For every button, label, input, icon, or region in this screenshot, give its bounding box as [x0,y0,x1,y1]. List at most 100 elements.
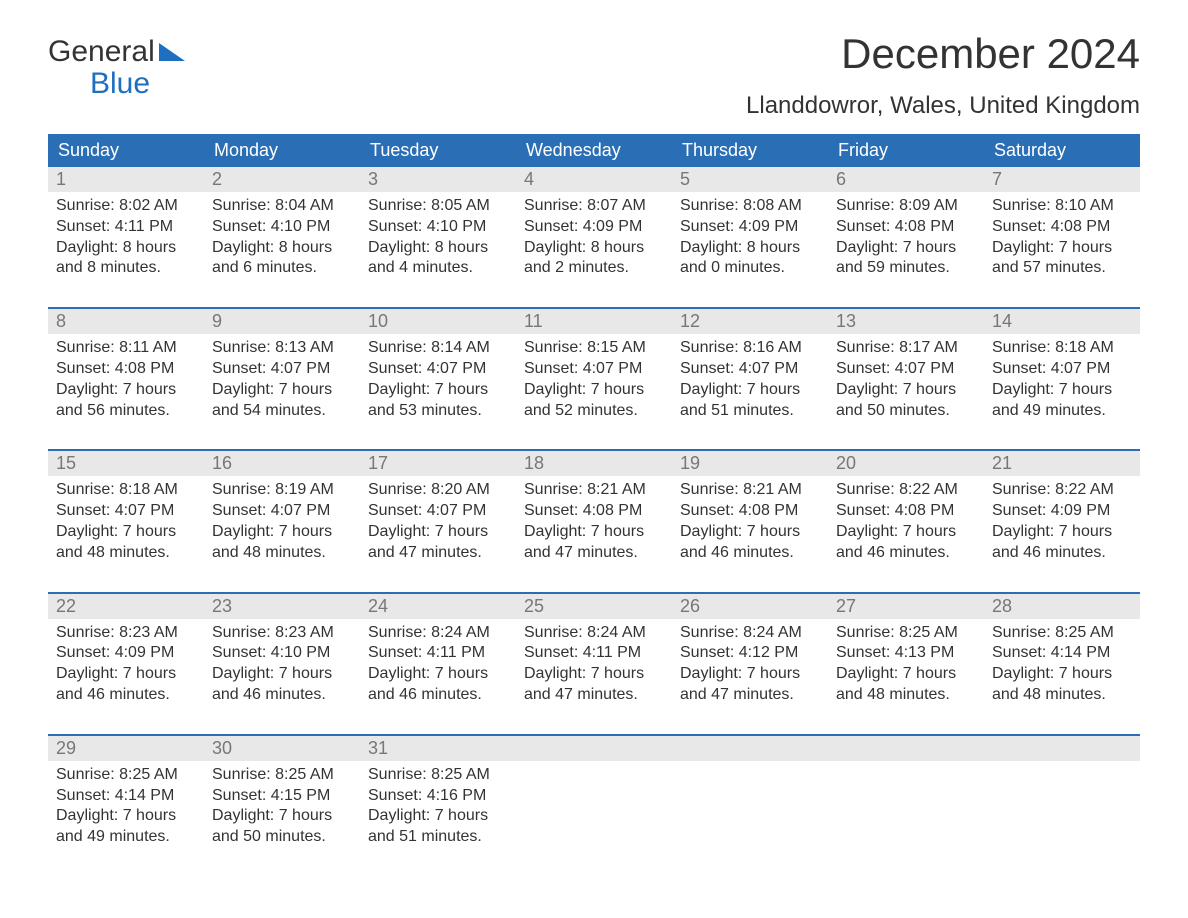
sunset: Sunset: 4:08 PM [524,501,664,522]
weeks-container: 1Sunrise: 8:02 AMSunset: 4:11 PMDaylight… [48,167,1140,866]
daylight-line2: and 53 minutes. [368,401,508,422]
daylight-line2: and 47 minutes. [680,685,820,706]
daylight-line1: Daylight: 7 hours [836,238,976,259]
daylight-line2: and 47 minutes. [368,543,508,564]
day-cell: 15Sunrise: 8:18 AMSunset: 4:07 PMDayligh… [48,451,204,581]
daylight-line1: Daylight: 7 hours [836,380,976,401]
sunset: Sunset: 4:08 PM [56,359,196,380]
daylight-line2: and 51 minutes. [680,401,820,422]
day-number: 29 [48,736,204,761]
week-row: 29Sunrise: 8:25 AMSunset: 4:14 PMDayligh… [48,734,1140,866]
sunrise: Sunrise: 8:14 AM [368,338,508,359]
day-number-empty [672,736,828,761]
day-cell: 14Sunrise: 8:18 AMSunset: 4:07 PMDayligh… [984,309,1140,439]
sunrise: Sunrise: 8:25 AM [56,765,196,786]
day-cell: 19 Sunrise: 8:21 AMSunset: 4:08 PMDayligh… [672,451,828,581]
day-cell: 3Sunrise: 8:05 AMSunset: 4:10 PMDaylight… [360,167,516,297]
daylight-line2: and 8 minutes. [56,258,196,279]
sunset: Sunset: 4:10 PM [212,217,352,238]
day-cell: 25Sunrise: 8:24 AMSunset: 4:11 PMDayligh… [516,594,672,724]
sunset: Sunset: 4:07 PM [368,359,508,380]
daylight-line2: and 50 minutes. [836,401,976,422]
day-body: Sunrise: 8:13 AMSunset: 4:07 PMDaylight:… [204,334,360,421]
day-number: 9 [204,309,360,334]
sunset: Sunset: 4:07 PM [212,359,352,380]
day-number: 30 [204,736,360,761]
sunrise: Sunrise: 8:08 AM [680,196,820,217]
day-cell: 2Sunrise: 8:04 AMSunset: 4:10 PMDaylight… [204,167,360,297]
sunset: Sunset: 4:07 PM [680,359,820,380]
daylight-line1: Daylight: 7 hours [836,522,976,543]
daylight-line2: and 46 minutes. [56,685,196,706]
sunset: Sunset: 4:07 PM [212,501,352,522]
daylight-line2: and 47 minutes. [524,543,664,564]
daylight-line2: and 49 minutes. [56,827,196,848]
day-number-empty [828,736,984,761]
logo-text-bottom: Blue [48,68,185,100]
sunrise: Sunrise: 8:05 AM [368,196,508,217]
daylight-line1: Daylight: 7 hours [992,238,1132,259]
day-number: 19 [672,451,828,476]
daylight-line1: Daylight: 7 hours [56,380,196,401]
day-cell: 10Sunrise: 8:14 AMSunset: 4:07 PMDayligh… [360,309,516,439]
daylight-line2: and 48 minutes. [212,543,352,564]
day-body: Sunrise: 8:19 AMSunset: 4:07 PMDaylight:… [204,476,360,563]
sunrise: Sunrise: 8:22 AM [992,480,1132,501]
daylight-line2: and 6 minutes. [212,258,352,279]
day-cell: 4Sunrise: 8:07 AMSunset: 4:09 PMDaylight… [516,167,672,297]
daylight-line1: Daylight: 7 hours [524,522,664,543]
sunrise: Sunrise: 8:21 AM [680,480,820,501]
day-cell [828,736,984,866]
day-cell: 11Sunrise: 8:15 AMSunset: 4:07 PMDayligh… [516,309,672,439]
sunrise: Sunrise: 8:13 AM [212,338,352,359]
sunset: Sunset: 4:12 PM [680,643,820,664]
day-cell: 5Sunrise: 8:08 AMSunset: 4:09 PMDaylight… [672,167,828,297]
day-number: 18 [516,451,672,476]
day-number: 12 [672,309,828,334]
sunrise: Sunrise: 8:23 AM [212,623,352,644]
sunrise: Sunrise: 8:16 AM [680,338,820,359]
day-cell [984,736,1140,866]
daylight-line1: Daylight: 8 hours [680,238,820,259]
sunrise: Sunrise: 8:25 AM [836,623,976,644]
sunrise: Sunrise: 8:21 AM [524,480,664,501]
day-body: Sunrise: 8:25 AMSunset: 4:15 PMDaylight:… [204,761,360,848]
daylight-line2: and 50 minutes. [212,827,352,848]
day-body: Sunrise: 8:10 AMSunset: 4:08 PMDaylight:… [984,192,1140,279]
daylight-line1: Daylight: 7 hours [680,522,820,543]
sunrise: Sunrise: 8:11 AM [56,338,196,359]
daylight-line1: Daylight: 7 hours [368,522,508,543]
sunset: Sunset: 4:11 PM [524,643,664,664]
day-cell: 18 Sunrise: 8:21 AMSunset: 4:08 PMDayligh… [516,451,672,581]
day-number-empty [516,736,672,761]
daylight-line2: and 59 minutes. [836,258,976,279]
sunset: Sunset: 4:08 PM [680,501,820,522]
daylight-line1: Daylight: 8 hours [212,238,352,259]
daylight-line2: and 47 minutes. [524,685,664,706]
day-header: Tuesday [360,134,516,167]
day-number: 25 [516,594,672,619]
day-body: Sunrise: 8:25 AMSunset: 4:14 PMDaylight:… [984,619,1140,706]
day-body: Sunrise: 8:18 AMSunset: 4:07 PMDaylight:… [984,334,1140,421]
day-header: Sunday [48,134,204,167]
day-cell: 22Sunrise: 8:23 AMSunset: 4:09 PMDayligh… [48,594,204,724]
day-header: Wednesday [516,134,672,167]
day-body: Sunrise: 8:22 AMSunset: 4:09 PMDaylight:… [984,476,1140,563]
daylight-line2: and 46 minutes. [680,543,820,564]
daylight-line1: Daylight: 7 hours [524,664,664,685]
sunrise: Sunrise: 8:24 AM [680,623,820,644]
daylight-line2: and 54 minutes. [212,401,352,422]
sunrise: Sunrise: 8:18 AM [56,480,196,501]
daylight-line2: and 56 minutes. [56,401,196,422]
day-body: Sunrise: 8:25 AMSunset: 4:13 PMDaylight:… [828,619,984,706]
daylight-line1: Daylight: 7 hours [212,806,352,827]
day-cell: 8Sunrise: 8:11 AMSunset: 4:08 PMDaylight… [48,309,204,439]
day-cell: 13Sunrise: 8:17 AMSunset: 4:07 PMDayligh… [828,309,984,439]
daylight-line2: and 4 minutes. [368,258,508,279]
daylight-line1: Daylight: 7 hours [524,380,664,401]
daylight-line1: Daylight: 7 hours [56,664,196,685]
week-row: 22Sunrise: 8:23 AMSunset: 4:09 PMDayligh… [48,592,1140,724]
sunrise: Sunrise: 8:25 AM [992,623,1132,644]
day-number: 20 [828,451,984,476]
sunset: Sunset: 4:07 PM [56,501,196,522]
